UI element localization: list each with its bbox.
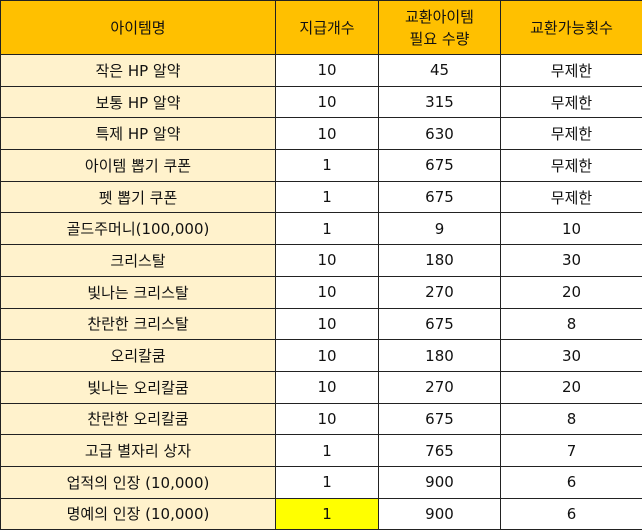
table-cell: 6 [500, 465, 642, 499]
table-cell: 6 [500, 497, 642, 531]
table-cell: 675 [378, 307, 501, 341]
table-row: 업적의 인장 (10,000) 1 900 6 [0, 465, 642, 499]
header-cell: 교환가능횟수 [500, 0, 642, 55]
header-cell: 교환아이템 필요 수량 [378, 0, 501, 55]
table-cell: 찬란한 오리칼쿰 [0, 402, 276, 436]
header-row: 아이템명 지급개수 교환아이템 필요 수량 교환가능횟수 [0, 0, 642, 55]
table-cell: 10 [275, 402, 379, 436]
table-cell: 보통 HP 알약 [0, 85, 276, 119]
table-cell: 크리스탈 [0, 244, 276, 277]
table-cell: 펫 뽑기 쿠폰 [0, 180, 276, 214]
table-cell: 골드주머니(100,000) [0, 212, 276, 246]
table-cell: 675 [378, 180, 501, 214]
table-cell: 630 [378, 117, 501, 151]
table-cell: 900 [378, 465, 501, 499]
table-row: 찬란한 오리칼쿰 10 675 8 [0, 402, 642, 436]
table-cell: 270 [378, 370, 501, 404]
table-cell: 30 [500, 339, 642, 372]
table-cell: 1 [275, 497, 379, 531]
table-row: 골드주머니(100,000) 1 9 10 [0, 212, 642, 246]
table-cell: 45 [378, 54, 501, 87]
table-row: 보통 HP 알약 10 315 무제한 [0, 85, 642, 119]
table-cell: 10 [500, 212, 642, 246]
table-cell: 고급 별자리 상자 [0, 434, 276, 467]
table-cell: 10 [275, 244, 379, 277]
table-cell: 1 [275, 434, 379, 467]
table-cell: 10 [275, 117, 379, 151]
table-row: 오리칼쿰 10 180 30 [0, 339, 642, 372]
table-cell: 무제한 [500, 149, 642, 182]
table-row: 빛나는 크리스탈 10 270 20 [0, 275, 642, 309]
table-row: 작은 HP 알약 10 45 무제한 [0, 54, 642, 87]
table-cell: 1 [275, 465, 379, 499]
table-cell: 20 [500, 370, 642, 404]
table-cell: 무제한 [500, 85, 642, 119]
table-row: 찬란한 크리스탈 10 675 8 [0, 307, 642, 341]
table-body: 작은 HP 알약 10 45 무제한 보통 HP 알약 10 315 무제한 특제 HP 알약 1… [0, 54, 642, 531]
table-row: 아이템 뽑기 쿠폰 1 675 무제한 [0, 149, 642, 182]
table-cell: 10 [275, 54, 379, 87]
table-cell: 8 [500, 307, 642, 341]
table-cell: 9 [378, 212, 501, 246]
table-cell: 업적의 인장 (10,000) [0, 465, 276, 499]
table-cell: 빛나는 크리스탈 [0, 275, 276, 309]
table-cell: 빛나는 오리칼쿰 [0, 370, 276, 404]
table-head: 아이템명 지급개수 교환아이템 필요 수량 교환가능횟수 [0, 0, 642, 55]
table-cell: 180 [378, 244, 501, 277]
table-cell: 무제한 [500, 117, 642, 151]
table-cell: 8 [500, 402, 642, 436]
table-cell: 10 [275, 370, 379, 404]
table-cell: 1 [275, 180, 379, 214]
table-cell: 900 [378, 497, 501, 531]
table-row: 크리스탈 10 180 30 [0, 244, 642, 277]
table-row: 명예의 인장 (10,000) 1 900 6 [0, 497, 642, 531]
table-cell: 10 [275, 275, 379, 309]
table-cell: 315 [378, 85, 501, 119]
table-cell: 작은 HP 알약 [0, 54, 276, 87]
table-cell: 270 [378, 275, 501, 309]
table-cell: 오리칼쿰 [0, 339, 276, 372]
table-row: 펫 뽑기 쿠폰 1 675 무제한 [0, 180, 642, 214]
table-cell: 20 [500, 275, 642, 309]
table-cell: 무제한 [500, 54, 642, 87]
table-cell: 675 [378, 402, 501, 436]
table-cell: 명예의 인장 (10,000) [0, 497, 276, 531]
table-cell: 30 [500, 244, 642, 277]
table-cell: 1 [275, 212, 379, 246]
table-cell: 무제한 [500, 180, 642, 214]
table-cell: 10 [275, 85, 379, 119]
table-cell: 찬란한 크리스탈 [0, 307, 276, 341]
header-cell: 지급개수 [275, 0, 379, 55]
table-cell: 675 [378, 149, 501, 182]
table-cell: 10 [275, 339, 379, 372]
header-cell: 아이템명 [0, 0, 276, 55]
table-row: 특제 HP 알약 10 630 무제한 [0, 117, 642, 151]
table-row: 고급 별자리 상자 1 765 7 [0, 434, 642, 467]
table-cell: 180 [378, 339, 501, 372]
table-cell: 아이템 뽑기 쿠폰 [0, 149, 276, 182]
table-cell: 7 [500, 434, 642, 467]
table-cell: 765 [378, 434, 501, 467]
table-cell: 특제 HP 알약 [0, 117, 276, 151]
table-row: 빛나는 오리칼쿰 10 270 20 [0, 370, 642, 404]
table-cell: 1 [275, 149, 379, 182]
table-cell: 10 [275, 307, 379, 341]
